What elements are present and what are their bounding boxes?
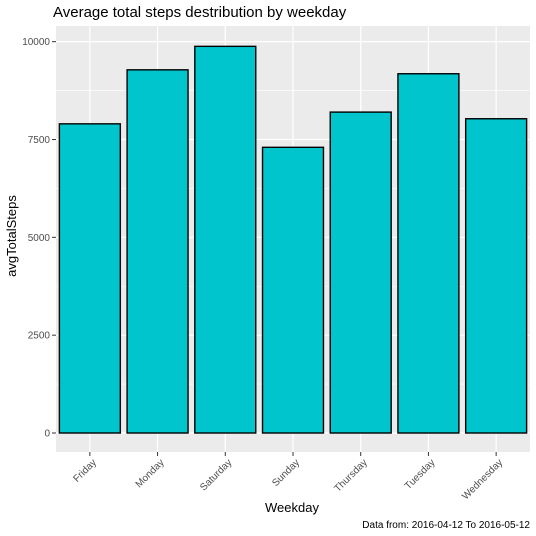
x-tick-label-saturday: Saturday xyxy=(198,457,234,493)
y-tick-label: 5000 xyxy=(28,233,51,244)
y-tick-label: 2500 xyxy=(28,331,51,342)
x-tick-label-tuesday: Tuesday xyxy=(403,457,438,492)
bar-sunday xyxy=(261,146,325,434)
x-tick-label-thursday: Thursday xyxy=(333,457,370,494)
bar-saturday xyxy=(194,45,257,434)
y-axis-title: avgTotalSteps xyxy=(4,195,19,277)
bar-tuesday xyxy=(397,73,460,434)
chart-title: Average total steps destribution by week… xyxy=(53,4,347,21)
bar-thursday xyxy=(329,111,392,434)
bars xyxy=(58,45,528,434)
chart-caption: Data from: 2016-04-12 To 2016-05-12 xyxy=(362,520,530,531)
x-tick-label-monday: Monday xyxy=(134,457,167,490)
x-tick-label-friday: Friday xyxy=(71,457,98,484)
bar-monday xyxy=(126,69,189,434)
y-axis: 0 2500 5000 7500 10000 xyxy=(22,37,56,440)
y-tick-label: 10000 xyxy=(22,37,50,48)
x-tick-label-wednesday: Wednesday xyxy=(460,457,505,502)
y-tick-label: 0 xyxy=(44,429,50,440)
bar-friday xyxy=(58,123,122,434)
x-axis: Friday Monday Saturday Sunday Thursday Tuesda… xyxy=(71,452,505,502)
y-tick-label: 7500 xyxy=(28,135,51,146)
bar-wednesday xyxy=(464,118,528,434)
x-tick-label-sunday: Sunday xyxy=(270,457,302,489)
x-axis-title: Weekday xyxy=(265,500,319,515)
